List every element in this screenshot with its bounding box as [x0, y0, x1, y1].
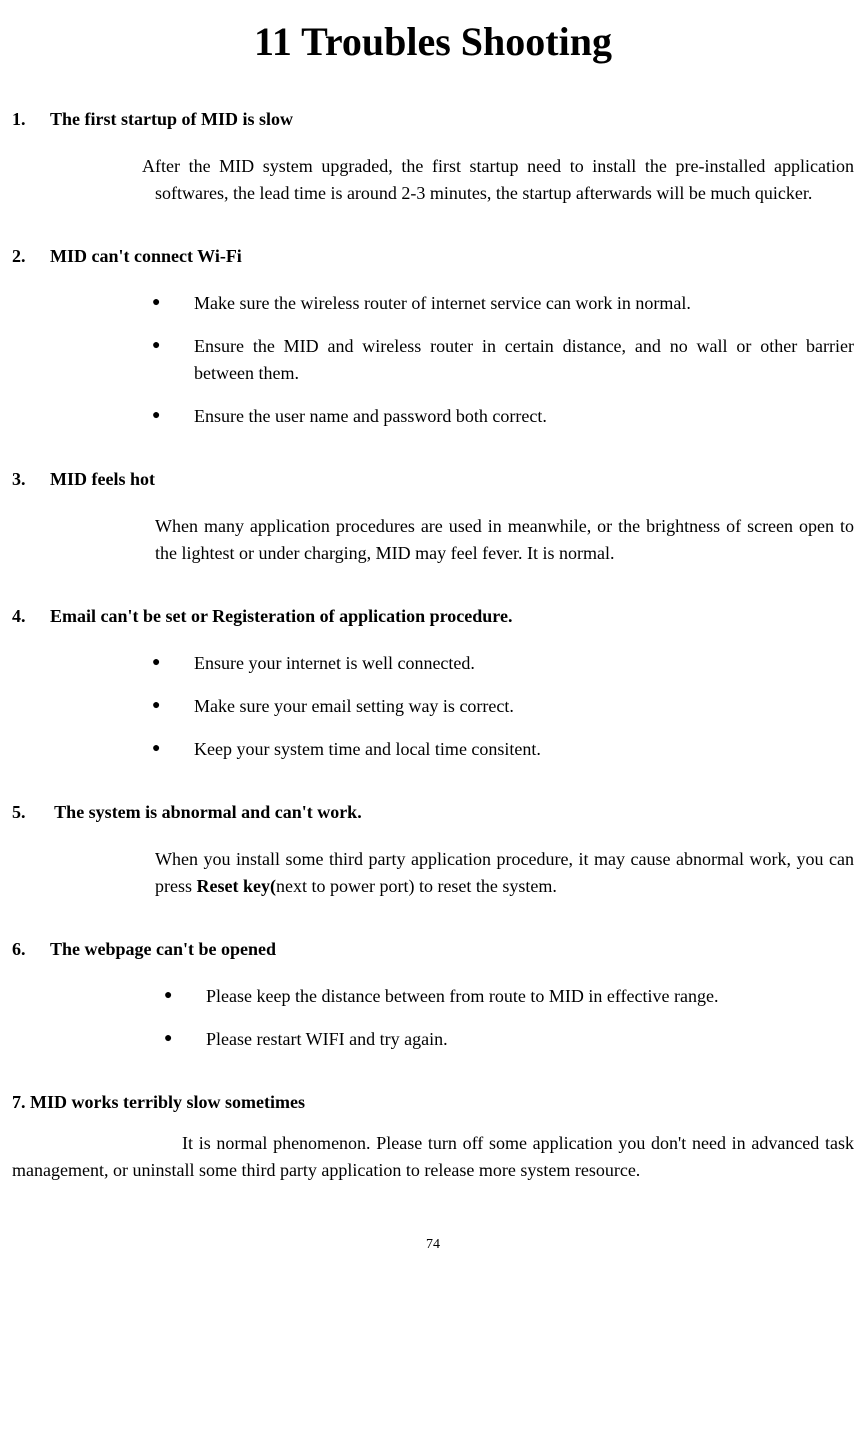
list-item: Keep your system time and local time con… [152, 736, 854, 763]
section-5-para-bold: Reset key( [197, 876, 276, 896]
section-5: 5. The system is abnormal and can't work… [12, 799, 854, 900]
section-2-list: Make sure the wireless router of interne… [152, 290, 854, 430]
section-3-heading-text: MID feels hot [50, 469, 155, 489]
section-4-heading: 4.Email can't be set or Registeration of… [12, 603, 854, 630]
section-1-num: 1. [12, 106, 50, 133]
list-item: Ensure your internet is well connected. [152, 650, 854, 677]
page-title: 11 Troubles Shooting [12, 12, 854, 72]
section-1: 1.The first startup of MID is slow After… [12, 106, 854, 207]
section-4: 4.Email can't be set or Registeration of… [12, 603, 854, 763]
page-number: 74 [12, 1234, 854, 1255]
section-3-para: When many application procedures are use… [142, 513, 854, 567]
section-3-num: 3. [12, 466, 50, 493]
section-2-num: 2. [12, 243, 50, 270]
section-6: 6.The webpage can't be opened Please kee… [12, 936, 854, 1053]
section-5-para: When you install some third party applic… [142, 846, 854, 900]
section-1-heading-text: The first startup of MID is slow [50, 109, 293, 129]
section-2-heading-text: MID can't connect Wi-Fi [50, 246, 242, 266]
section-6-list: Please keep the distance between from ro… [164, 983, 854, 1053]
section-7-heading: 7. MID works terribly slow sometimes [12, 1089, 854, 1116]
section-4-num: 4. [12, 603, 50, 630]
section-2: 2.MID can't connect Wi-Fi Make sure the … [12, 243, 854, 430]
section-7-para: It is normal phenomenon. Please turn off… [12, 1130, 854, 1184]
section-6-heading-text: The webpage can't be opened [50, 939, 276, 959]
section-1-para: After the MID system upgraded, the first… [142, 153, 854, 207]
section-4-list: Ensure your internet is well connected. … [152, 650, 854, 763]
list-item: Make sure the wireless router of interne… [152, 290, 854, 317]
section-5-num: 5. [12, 799, 50, 826]
section-3: 3.MID feels hot When many application pr… [12, 466, 854, 567]
section-5-heading-text: The system is abnormal and can't work. [50, 802, 362, 822]
list-item: Ensure the MID and wireless router in ce… [152, 333, 854, 387]
section-5-para-post: next to power port) to reset the system. [276, 876, 557, 896]
section-6-num: 6. [12, 936, 50, 963]
section-3-heading: 3.MID feels hot [12, 466, 854, 493]
section-2-heading: 2.MID can't connect Wi-Fi [12, 243, 854, 270]
list-item: Please keep the distance between from ro… [164, 983, 854, 1010]
list-item: Ensure the user name and password both c… [152, 403, 854, 430]
section-5-heading: 5. The system is abnormal and can't work… [12, 799, 854, 826]
section-4-heading-text: Email can't be set or Registeration of a… [50, 606, 512, 626]
list-item: Make sure your email setting way is corr… [152, 693, 854, 720]
section-6-heading: 6.The webpage can't be opened [12, 936, 854, 963]
section-1-heading: 1.The first startup of MID is slow [12, 106, 854, 133]
section-7: 7. MID works terribly slow sometimes It … [12, 1089, 854, 1184]
list-item: Please restart WIFI and try again. [164, 1026, 854, 1053]
